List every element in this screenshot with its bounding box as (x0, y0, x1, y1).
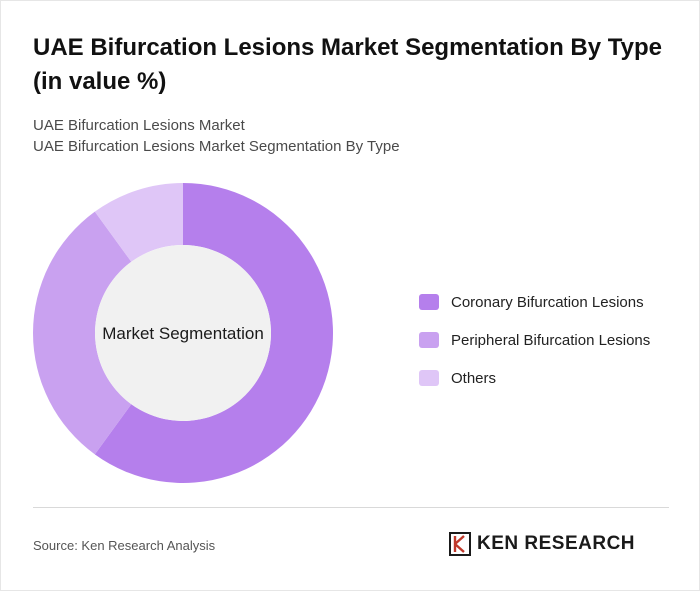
donut-slice-peripheral-bifurcation-lesions (32, 211, 132, 455)
legend-swatch (419, 370, 439, 386)
ken-research-logo: KEN RESEARCH (449, 532, 635, 556)
legend-item: Others (419, 359, 650, 397)
legend-item: Peripheral Bifurcation Lesions (419, 321, 650, 359)
subtitle-line-1: UAE Bifurcation Lesions Market (33, 117, 245, 134)
footer-divider (33, 507, 669, 508)
chart-legend: Coronary Bifurcation Lesions Peripheral B… (419, 283, 650, 397)
logo-text: KEN RESEARCH (477, 533, 636, 554)
donut-center-label: Market Segmentation (102, 324, 264, 343)
source-note: Source: Ken Research Analysis (33, 538, 216, 553)
legend-item: Coronary Bifurcation Lesions (419, 283, 650, 321)
page-title: UAE Bifurcation Lesions Market Segmentat… (33, 34, 663, 95)
subtitle-line-2: UAE Bifurcation Lesions Market Segmentat… (33, 138, 400, 155)
subtitle-block: UAE Bifurcation Lesions Market UAE Bifur… (33, 115, 400, 157)
donut-slice-coronary-bifurcation-lesions (94, 183, 333, 483)
ken-research-logo-icon (449, 532, 471, 556)
legend-label: Peripheral Bifurcation Lesions (451, 331, 651, 349)
legend-label: Coronary Bifurcation Lesions (451, 293, 644, 311)
legend-swatch (419, 294, 439, 310)
donut-slice-others (94, 183, 183, 262)
donut-chart: Market Segmentation (32, 183, 333, 483)
legend-label: Others (451, 369, 497, 387)
donut-center (95, 245, 271, 421)
legend-swatch (419, 332, 439, 348)
